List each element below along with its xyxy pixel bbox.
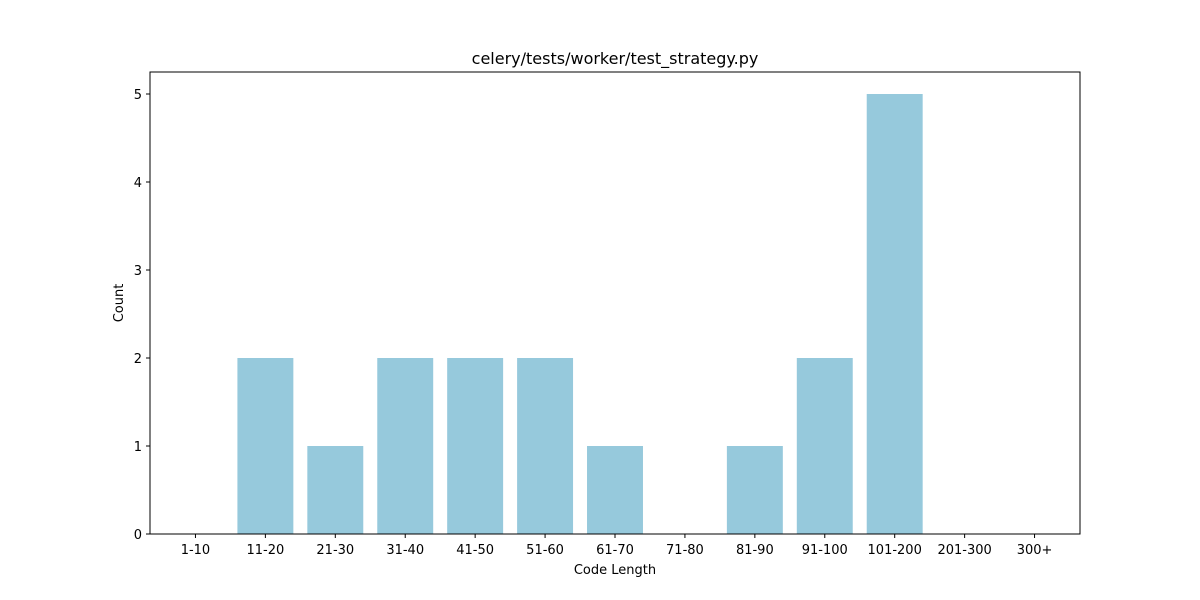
bar-41-50: [447, 358, 504, 534]
y-axis-title: Count: [112, 284, 127, 323]
bar-81-90: [726, 446, 783, 534]
y-tick-label-2: 2: [134, 352, 142, 367]
y-tick-label-1: 1: [134, 440, 142, 455]
bar-11-20: [237, 358, 294, 534]
x-tick-label-91-100: 91-100: [802, 543, 848, 558]
x-axis: 1-10 11-20 21-30 31-40 41-50 51-60 61-70 71-80 8…: [181, 534, 1053, 558]
x-tick-label-11-20: 11-20: [246, 543, 284, 558]
x-tick-label-61-70: 61-70: [596, 543, 634, 558]
x-tick-label-71-80: 71-80: [666, 543, 704, 558]
x-tick-label-31-40: 31-40: [386, 543, 424, 558]
bar-21-30: [307, 446, 364, 534]
y-axis: 0 1 2 3 4 5: [134, 88, 150, 543]
bar-91-100: [796, 358, 853, 534]
x-tick-label-300+: 300+: [1017, 543, 1053, 558]
x-tick-label-51-60: 51-60: [526, 543, 564, 558]
x-tick-label-21-30: 21-30: [316, 543, 354, 558]
x-tick-label-101-200: 101-200: [868, 543, 922, 558]
x-tick-label-81-90: 81-90: [736, 543, 774, 558]
y-tick-label-3: 3: [134, 264, 142, 279]
x-tick-label-201-300: 201-300: [937, 543, 991, 558]
bars-layer: [237, 94, 923, 534]
bar-61-70: [587, 446, 643, 534]
bar-31-40: [377, 358, 434, 534]
y-tick-label-0: 0: [134, 528, 142, 543]
bar-51-60: [517, 358, 574, 534]
x-tick-label-1-10: 1-10: [181, 543, 211, 558]
y-tick-label-5: 5: [134, 88, 142, 103]
x-axis-title: Code Length: [574, 563, 656, 578]
chart-title: celery/tests/worker/test_strategy.py: [472, 49, 759, 69]
bar-101-200: [866, 94, 923, 534]
y-tick-label-4: 4: [134, 176, 142, 191]
x-tick-label-41-50: 41-50: [456, 543, 494, 558]
